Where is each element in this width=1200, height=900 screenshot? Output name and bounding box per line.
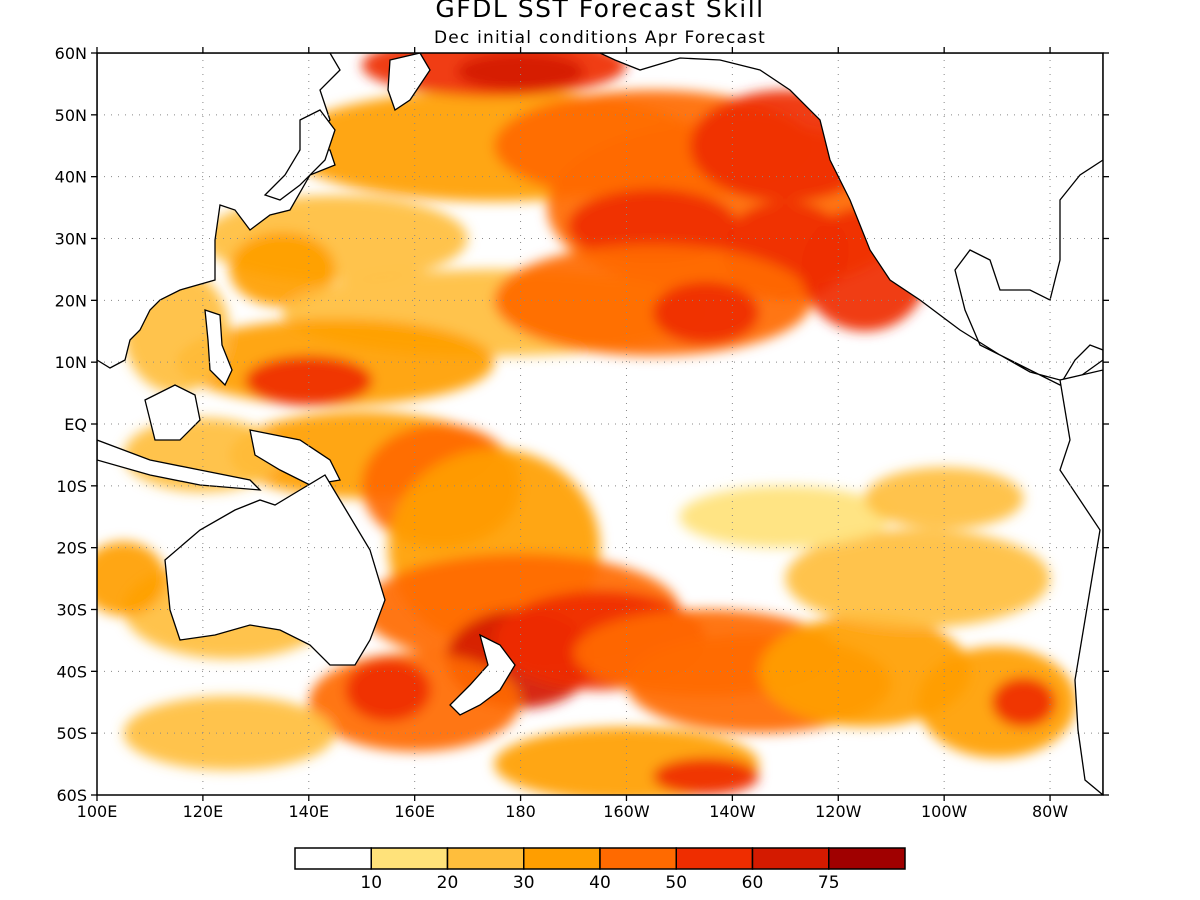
y-tick-label: 10N [55,353,87,372]
colorbar-label: 60 [742,873,764,893]
colorbar-label: 30 [513,873,535,893]
skill-contour-patch [679,485,892,548]
south-america-landmass [1059,369,1103,795]
skill-contour-patch [345,658,431,721]
kamchatka-landmass [387,53,431,112]
colorbar-swatch [370,847,449,870]
colorbar-label: 10 [360,873,382,893]
skill-contour-patch [652,281,759,344]
colorbar-swatch [675,847,754,870]
skill-contour-patch [785,529,1051,629]
skill-contour-patch [494,244,812,356]
colorbar-swatch [599,847,677,870]
skill-contour-patch [245,355,373,406]
x-tick-label: 160E [394,802,435,821]
x-tick-label: 140E [288,802,329,821]
y-tick-label: 20N [55,291,87,310]
colorbar-swatch [294,847,372,870]
colorbar-legend: 10 20 30 40 50 60 75 [294,847,906,893]
colorbar-label: 50 [665,873,687,893]
y-tick-label: 30N [55,230,87,249]
skill-contour-patch [568,189,738,264]
y-tick-label: 10S [56,477,87,496]
x-axis-ticks: 100E 120E 140E 160E 180 160W 140W 120W 100W 80W [77,47,1068,821]
skill-contour-patch [97,541,166,616]
skill-contour-patch [991,677,1056,727]
x-tick-label: 180 [505,802,536,821]
skill-contour-patch [457,53,585,91]
y-tick-label: 50S [56,724,87,743]
indonesia-landmass [97,439,262,491]
y-tick-label: 20S [56,539,87,558]
x-tick-label: 120W [815,802,862,821]
y-tick-label: EQ [64,415,87,434]
colorbar-swatch [751,847,830,870]
skill-contour-patch [652,757,759,795]
coastlines [97,53,1103,795]
x-tick-label: 100E [77,802,118,821]
map-title: GFDL SST Forecast Skill [435,0,765,23]
y-tick-label: 60N [55,44,87,63]
north-america-landmass [599,53,1103,386]
colorbar-swatch [446,847,525,870]
borneo-landmass [144,384,201,441]
skill-contour-patch [123,696,336,771]
skill-contour-patch [864,467,1024,530]
y-tick-label: 40S [56,662,87,681]
graticule [97,53,1103,795]
x-tick-label: 140W [709,802,756,821]
japan-landmass [263,109,336,201]
x-tick-label: 80W [1032,802,1068,821]
colorbar-swatch [828,847,906,870]
australia-landmass [164,474,386,666]
y-axis-ticks: 60N 50N 40N 30N 20N 10N EQ 10S 20S 30S 40S 50S 60S [55,44,1109,805]
colorbar-label: 40 [589,873,611,893]
x-tick-label: 120E [183,802,224,821]
y-tick-label: 30S [56,601,87,620]
new-zealand-landmass [449,633,516,716]
y-tick-label: 50N [55,106,87,125]
map-subtitle: Dec initial conditions Apr Forecast [433,28,767,48]
x-tick-label: 100W [921,802,968,821]
y-tick-label: 60S [56,786,87,805]
colorbar-swatch [523,847,601,870]
x-tick-label: 160W [603,802,650,821]
skill-contour-patch [229,232,336,307]
philippines-landmass [204,309,233,387]
y-tick-label: 40N [55,168,87,187]
colorbar-label: 20 [437,873,459,893]
skill-contour-patch [758,615,971,727]
colorbar-label: 75 [818,873,840,893]
